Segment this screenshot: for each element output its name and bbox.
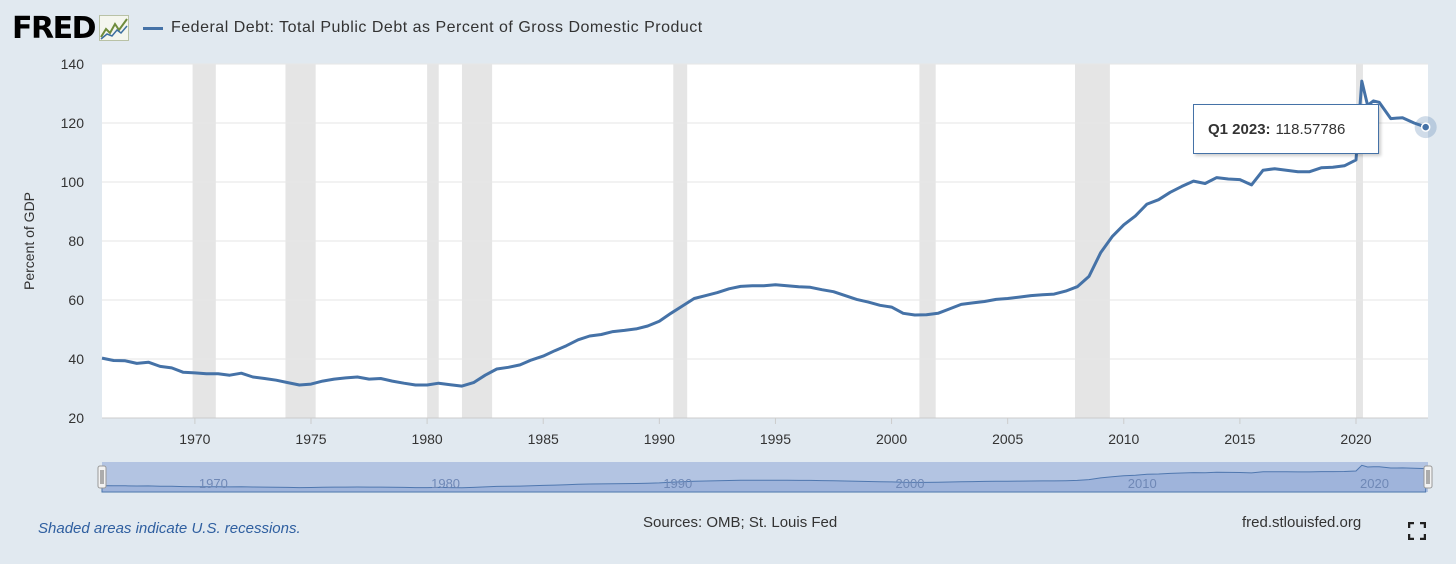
y-tick-label: 40 (68, 351, 84, 367)
x-tick-label: 1975 (295, 431, 326, 447)
fred-logo[interactable]: FRED (12, 10, 97, 46)
x-tick-label: 1985 (528, 431, 559, 447)
navigator-right-handle[interactable] (1423, 465, 1433, 489)
navigator-selection[interactable] (102, 462, 1428, 492)
fullscreen-icon[interactable] (1408, 522, 1426, 540)
navigator-tick-label: 2020 (1360, 476, 1389, 491)
legend-line-swatch (143, 26, 163, 30)
series-group (101, 79, 1427, 388)
data-tooltip: Q1 2023: 118.57786 (1193, 104, 1379, 154)
recession-note: Shaded areas indicate U.S. recessions. (38, 520, 301, 537)
y-tick-label: 60 (68, 292, 84, 308)
navigator-tick-label: 1980 (431, 476, 460, 491)
sources-text: Sources: OMB; St. Louis Fed (643, 514, 838, 531)
navigator-tick-label: 1990 (663, 476, 692, 491)
site-link[interactable]: fred.stlouisfed.org (1242, 514, 1362, 531)
y-axis-label: Percent of GDP (21, 192, 37, 290)
navigator-tick-label: 1970 (199, 476, 228, 491)
y-tick-label: 20 (68, 410, 84, 426)
hover-point[interactable] (1420, 122, 1431, 132)
navigator-left-handle[interactable] (97, 465, 107, 489)
y-axis-ticks: 20 40 60 80 100 120 140 (61, 56, 85, 426)
series-line[interactable] (101, 79, 1427, 388)
navigator-area (101, 464, 1427, 493)
x-tick-label: 1995 (760, 431, 791, 447)
fred-logo-chart-icon (99, 15, 129, 41)
y-tick-label: 140 (61, 56, 85, 72)
series-title[interactable]: Federal Debt: Total Public Debt as Perce… (171, 19, 703, 36)
x-tick-label: 1990 (644, 431, 675, 447)
navigator-tick-label: 2010 (1128, 476, 1157, 491)
x-tick-label: 2005 (992, 431, 1023, 447)
x-tick-label: 1970 (179, 431, 210, 447)
navigator-series (101, 462, 1428, 493)
x-tick-label: 2010 (1108, 431, 1139, 447)
y-tick-label: 80 (68, 233, 84, 249)
x-tick-label: 1980 (412, 431, 443, 447)
x-tick-label: 2020 (1340, 431, 1371, 447)
tooltip-value: 118.57786 (1275, 120, 1346, 138)
y-tick-label: 120 (61, 115, 85, 131)
tooltip-label: Q1 2023: (1208, 120, 1271, 138)
x-tick-label: 2000 (876, 431, 907, 447)
chart-header: FRED Federal Debt: Total Public Debt as … (12, 10, 703, 46)
x-axis-ticks: 1970 1975 1980 1985 1990 1995 2000 2005 2010 2015… (179, 418, 1372, 447)
y-tick-label: 100 (61, 174, 85, 190)
hover-marker (1414, 116, 1437, 139)
navigator-tick-label: 2000 (896, 476, 925, 491)
x-tick-label: 2015 (1224, 431, 1255, 447)
navigator-ticks: 1970 1980 1990 2000 2010 2020 (199, 476, 1389, 491)
